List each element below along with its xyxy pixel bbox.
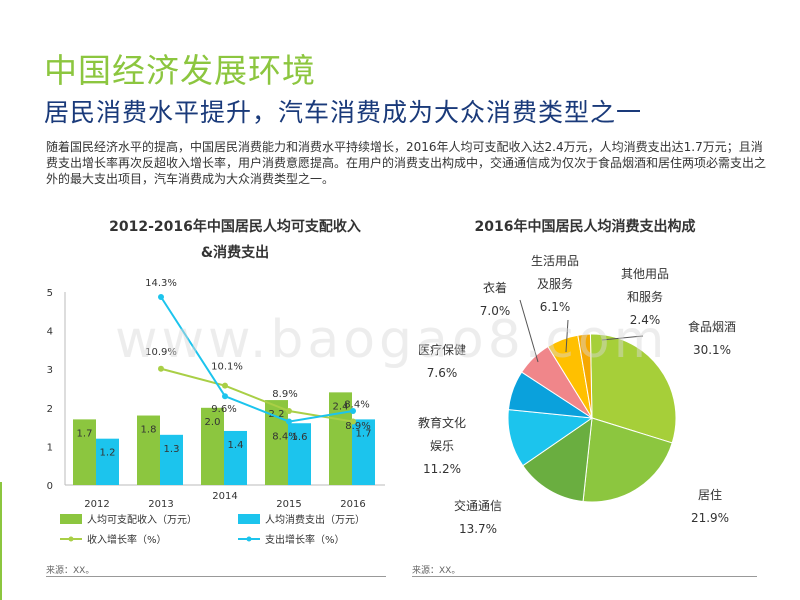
bar-data-label: 2.4 — [333, 401, 349, 412]
growth-point — [350, 418, 356, 425]
pie-label-transport: 交通通信 — [454, 498, 502, 513]
pie-label-daily: 生活用品 — [531, 254, 579, 268]
pie-label-clothing: 衣着 — [483, 280, 507, 295]
pie-label-daily: 6.1% — [540, 300, 571, 314]
x-tick-label: 2013 — [148, 499, 173, 510]
pie-label-housing: 21.9% — [691, 511, 729, 525]
pie-slice — [522, 416, 593, 503]
growth-line — [160, 367, 354, 423]
growth-data-label: 8.4% — [344, 400, 369, 411]
bar — [224, 430, 247, 485]
growth-data-label: 8.9% — [345, 421, 370, 432]
bar — [96, 438, 119, 485]
growth-data-label: 8.4% — [272, 432, 297, 443]
bar-data-label: 1.3 — [164, 444, 180, 455]
bar — [352, 419, 375, 485]
bar — [137, 415, 160, 485]
y-tick-label: 4 — [47, 327, 53, 338]
y-tick-label: 1 — [47, 442, 53, 453]
bar-data-label: 2.0 — [205, 417, 221, 428]
pie-slice — [582, 417, 673, 503]
legend-label: 支出增长率（%） — [265, 533, 345, 546]
x-tick-label: 2016 — [340, 499, 365, 510]
pie-label-education: 11.2% — [423, 462, 461, 476]
bar-data-label: 2.2 — [269, 409, 285, 420]
pie-chart-title: 2016年中国居民人均消费支出构成 — [474, 219, 696, 235]
bar — [73, 419, 96, 485]
pie-leader-line — [601, 335, 644, 341]
pie-label-education: 教育文化 — [418, 415, 466, 430]
decorative-accent-bar — [0, 482, 2, 600]
bar-data-label: 1.7 — [77, 428, 93, 439]
y-tick-label: 2 — [47, 404, 53, 415]
growth-point — [158, 365, 164, 372]
legend-swatch — [60, 514, 82, 524]
growth-data-label: 14.3% — [145, 278, 177, 289]
legend-label: 收入增长率（%） — [87, 533, 167, 546]
legend-line-marker — [246, 536, 252, 542]
growth-data-label: 10.1% — [211, 362, 243, 373]
pie-chart-source: 来源：XX。 — [412, 566, 461, 576]
x-tick-label: 2014 — [212, 491, 237, 502]
pie-slice — [577, 333, 593, 419]
bar-chart-title-line2: &消费支出 — [200, 245, 270, 261]
legend-label: 人均消费支出（万元） — [265, 513, 365, 526]
bar — [329, 392, 352, 485]
growth-point — [286, 418, 292, 425]
y-tick-label: 5 — [47, 288, 53, 299]
bar-chart-source-divider — [46, 576, 386, 577]
pie-label-food: 30.1% — [693, 343, 731, 357]
bar-data-label: 1.7 — [356, 428, 372, 439]
page-title: 中国经济发展环境 — [44, 51, 316, 90]
bar-data-label: 1.2 — [100, 448, 116, 459]
income-expense-chart: 0 1 2 3 4 5 2012 2013 2014 2015 2016 1.7 1.8 2.0 2.2 2.… — [47, 278, 385, 546]
watermark: www.baogao8.com — [115, 310, 669, 370]
pie-label-other: 和服务 — [627, 289, 663, 304]
growth-data-label: 10.9% — [145, 347, 177, 358]
bar — [265, 400, 288, 485]
bar-data-label: 1.6 — [292, 432, 308, 443]
growth-point — [286, 408, 292, 414]
pie-label-housing: 居住 — [698, 488, 722, 502]
page-subtitle: 居民消费水平提升，汽车消费成为大众消费类型之一 — [44, 98, 643, 127]
pie-leader-line — [519, 299, 539, 363]
growth-point — [222, 393, 228, 400]
bar-chart-title: 2012-2016年中国居民人均可支配收入 &消费支出 — [70, 214, 400, 266]
pie-label-food: 食品烟酒 — [688, 319, 736, 334]
pie-label-other: 2.4% — [630, 313, 661, 327]
legend-line-marker — [68, 536, 74, 542]
pie-leader-line — [565, 319, 569, 353]
x-tick-label: 2015 — [276, 499, 301, 510]
growth-data-label: 9.6% — [211, 404, 236, 415]
pie-label-medical: 医疗保健 — [418, 343, 466, 357]
legend-label: 人均可支配收入（万元） — [87, 513, 197, 526]
pie-label-other: 其他用品 — [621, 267, 669, 281]
bar — [160, 434, 183, 485]
y-tick-label: 3 — [47, 365, 53, 376]
growth-point — [350, 408, 356, 414]
pie-label-medical: 7.6% — [427, 366, 458, 380]
pie-label-transport: 13.7% — [459, 522, 497, 536]
growth-point — [222, 382, 228, 389]
x-tick-label: 2012 — [84, 499, 109, 510]
pie-chart-source-divider — [412, 576, 757, 577]
bar-data-label: 1.8 — [141, 425, 157, 436]
growth-data-label: 8.9% — [272, 389, 297, 400]
legend-swatch — [238, 514, 260, 524]
growth-line — [160, 296, 354, 423]
bar-chart-title-line1: 2012-2016年中国居民人均可支配收入 — [109, 219, 361, 235]
summary-paragraph: 随着国民经济水平的提高，中国居民消费能力和消费水平持续增长，2016年人均可支配… — [46, 140, 767, 186]
bar — [288, 423, 311, 485]
pie-label-daily: 及服务 — [537, 276, 573, 291]
pie-slice — [589, 333, 677, 444]
y-tick-label: 0 — [47, 481, 53, 492]
pie-label-education: 娱乐 — [430, 439, 454, 453]
bar-data-label: 1.4 — [228, 440, 244, 451]
growth-point — [158, 294, 164, 300]
pie-label-clothing: 7.0% — [480, 304, 511, 318]
bar-chart-source: 来源：XX。 — [46, 566, 95, 576]
bar — [201, 407, 224, 485]
